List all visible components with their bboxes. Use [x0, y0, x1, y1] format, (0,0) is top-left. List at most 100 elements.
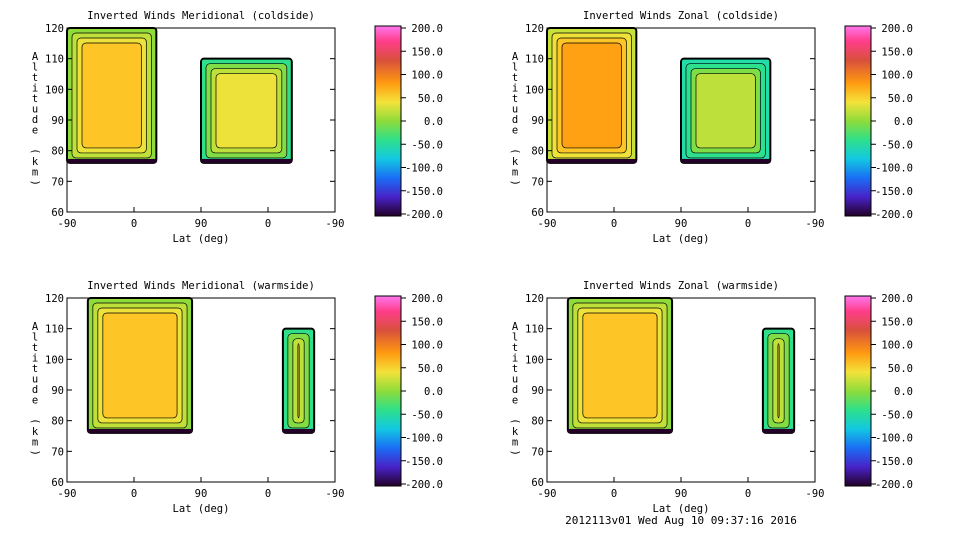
y-axis-label-char: d [32, 114, 38, 126]
y-axis-label-char: u [32, 373, 38, 385]
y-tick-label: 110 [45, 324, 64, 336]
contour-band [582, 312, 658, 419]
x-axis-label: Lat (deg) [653, 233, 710, 245]
colorbar-tick-label: 100.0 [411, 70, 443, 82]
y-axis-label-char: ( [509, 148, 521, 154]
y-axis-label-char: u [512, 373, 518, 385]
x-tick-label: 90 [195, 488, 208, 500]
colorbar-tick-label: 150.0 [881, 316, 913, 328]
y-axis-label-char: l [512, 61, 518, 73]
contour-edge [547, 158, 637, 163]
y-tick-label: 100 [525, 84, 544, 96]
colorbar-tick-label: -100.0 [405, 163, 443, 175]
y-axis-label-char: t [32, 342, 38, 354]
y-axis-label-char: t [32, 363, 38, 375]
y-axis-label-char: A [512, 51, 519, 63]
y-axis-label-char: ) [29, 180, 41, 186]
x-tick-label: 0 [745, 488, 751, 500]
chart-title: Inverted Winds Meridional (warmside) [87, 280, 315, 292]
x-tick-label: 0 [131, 488, 137, 500]
y-axis-label-char: ( [509, 418, 521, 424]
colorbar-tick-label: 100.0 [881, 340, 913, 352]
y-axis-label-char: i [32, 82, 38, 94]
y-tick-label: 80 [51, 416, 64, 428]
chart-title: Inverted Winds Zonal (coldside) [583, 10, 779, 22]
y-tick-label: 70 [51, 446, 64, 458]
colorbar-tick-label: -200.0 [405, 209, 443, 221]
y-tick-label: 100 [45, 84, 64, 96]
colorbar-tick-label: 200.0 [411, 23, 443, 35]
y-tick-label: 120 [525, 293, 544, 305]
y-axis-label-char: t [512, 72, 518, 84]
y-axis-label-char: m [32, 436, 38, 448]
y-tick-label: 120 [45, 23, 64, 35]
y-axis-label-char: t [512, 342, 518, 354]
y-tick-label: 60 [51, 207, 64, 219]
y-axis-label-char: t [32, 72, 38, 84]
colorbar-tick-label: 50.0 [888, 93, 913, 105]
y-axis-label-char: e [512, 394, 518, 406]
y-axis-label-char: ) [509, 450, 521, 456]
x-tick-label: -90 [806, 218, 825, 230]
colorbar-tick-label: 0.0 [424, 386, 443, 398]
x-tick-label: 0 [745, 218, 751, 230]
x-tick-label: 90 [675, 218, 688, 230]
y-axis-label-char: i [32, 352, 38, 364]
contour-band [215, 73, 278, 149]
y-tick-label: 110 [525, 324, 544, 336]
y-tick-label: 60 [531, 477, 544, 489]
y-tick-label: 110 [525, 54, 544, 66]
colorbar-tick-label: 150.0 [411, 316, 443, 328]
y-tick-label: 90 [51, 385, 64, 397]
contour-band [777, 343, 780, 419]
colorbar-tick-label: 50.0 [888, 363, 913, 375]
y-tick-label: 90 [531, 115, 544, 127]
contour-band [561, 42, 622, 149]
x-tick-label: 0 [131, 218, 137, 230]
contour-band [695, 73, 756, 149]
y-tick-label: 90 [531, 385, 544, 397]
colorbar-tick-label: 0.0 [894, 116, 913, 128]
y-tick-label: 70 [51, 176, 64, 188]
colorbar-tick-label: -50.0 [411, 139, 443, 151]
y-axis-label-char: m [512, 166, 518, 178]
x-axis-label: Lat (deg) [173, 233, 230, 245]
colorbar-tick-label: 100.0 [411, 340, 443, 352]
y-axis-label-char: e [32, 394, 38, 406]
footer-timestamp: 2012113v01 Wed Aug 10 09:37:16 2016 [565, 514, 797, 527]
colorbar-tick-label: 100.0 [881, 70, 913, 82]
x-axis-label: Lat (deg) [653, 503, 710, 515]
y-tick-label: 80 [51, 146, 64, 158]
y-axis-label-char: u [32, 103, 38, 115]
y-axis-label-char: e [32, 124, 38, 136]
colorbar [374, 25, 402, 217]
contour-band [81, 42, 142, 149]
y-axis-label-char: e [512, 124, 518, 136]
colorbar-tick-label: -200.0 [875, 209, 913, 221]
colorbar-tick-label: 200.0 [881, 293, 913, 305]
y-axis-label-char: i [512, 352, 518, 364]
x-tick-label: 0 [611, 218, 617, 230]
y-axis-label-char: A [512, 321, 519, 333]
x-tick-label: -90 [538, 488, 557, 500]
y-tick-label: 70 [531, 446, 544, 458]
panel-4: 60 70 80 90 100 110 120 -90 0 90 0 -90 Inverted Wind… [509, 280, 913, 515]
colorbar-tick-label: -50.0 [881, 409, 913, 421]
x-tick-label: 90 [195, 218, 208, 230]
contour-edge [762, 428, 795, 433]
y-axis-label-char: d [32, 384, 38, 396]
colorbar-tick-label: 50.0 [418, 93, 443, 105]
y-axis-label-char: m [512, 436, 518, 448]
y-axis-label-char: l [32, 331, 38, 343]
x-tick-label: -90 [58, 218, 77, 230]
y-tick-label: 90 [51, 115, 64, 127]
y-tick-label: 80 [531, 146, 544, 158]
contour-edge [201, 158, 292, 163]
colorbar-tick-label: -50.0 [411, 409, 443, 421]
y-axis-label-char: t [32, 93, 38, 105]
y-axis-label-char: l [512, 331, 518, 343]
y-axis-label-char: d [512, 114, 518, 126]
y-axis-label-char: m [32, 166, 38, 178]
colorbar-tick-label: 50.0 [418, 363, 443, 375]
